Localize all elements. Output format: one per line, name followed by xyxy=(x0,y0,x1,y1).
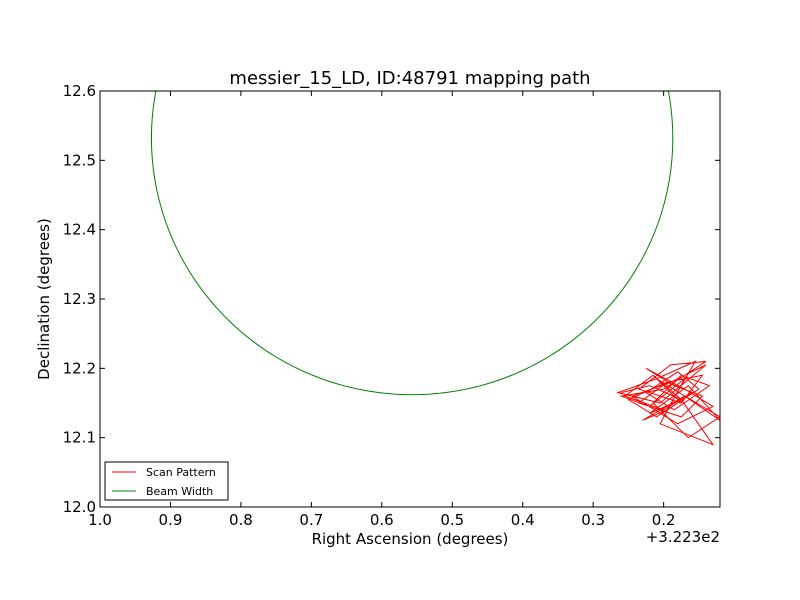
y-axis: 12.0 12.1 12.2 12.3 12.4 12.5 12.6 xyxy=(63,82,720,516)
x-axis: 1.0 0.9 0.8 0.7 0.6 0.5 0.4 0.3 0.2 xyxy=(88,91,676,529)
y-tick-label: 12.2 xyxy=(63,359,96,377)
plot-area xyxy=(150,91,720,446)
y-tick-label: 12.0 xyxy=(63,498,96,516)
legend-label-scan-pattern: Scan Pattern xyxy=(146,466,216,479)
legend-box xyxy=(104,461,229,501)
y-tick-label: 12.4 xyxy=(63,221,96,239)
x-tick-label: 0.9 xyxy=(159,511,183,529)
chart-title: messier_15_LD, ID:48791 mapping path xyxy=(229,68,590,89)
series-scan-pattern xyxy=(616,360,720,446)
y-tick-label: 12.6 xyxy=(63,82,96,100)
x-axis-label: Right Ascension (degrees) xyxy=(312,530,509,548)
y-tick-label: 12.3 xyxy=(63,290,96,308)
x-tick-label: 0.3 xyxy=(581,511,605,529)
x-tick-label: 1.0 xyxy=(88,511,112,529)
y-tick-label: 12.5 xyxy=(63,151,96,169)
legend: Scan Pattern Beam Width xyxy=(104,461,229,501)
x-tick-label: 0.2 xyxy=(652,511,676,529)
x-offset-label: +3.223e2 xyxy=(646,528,720,546)
legend-label-beam-width: Beam Width xyxy=(146,485,213,498)
x-tick-label: 0.4 xyxy=(511,511,535,529)
x-tick-label: 0.5 xyxy=(440,511,464,529)
y-tick-label: 12.1 xyxy=(63,429,96,447)
series-beam-width xyxy=(150,91,674,396)
x-tick-label: 0.8 xyxy=(229,511,253,529)
y-axis-label: Declination (degrees) xyxy=(35,218,53,380)
x-tick-label: 0.7 xyxy=(299,511,323,529)
x-tick-label: 0.6 xyxy=(370,511,394,529)
